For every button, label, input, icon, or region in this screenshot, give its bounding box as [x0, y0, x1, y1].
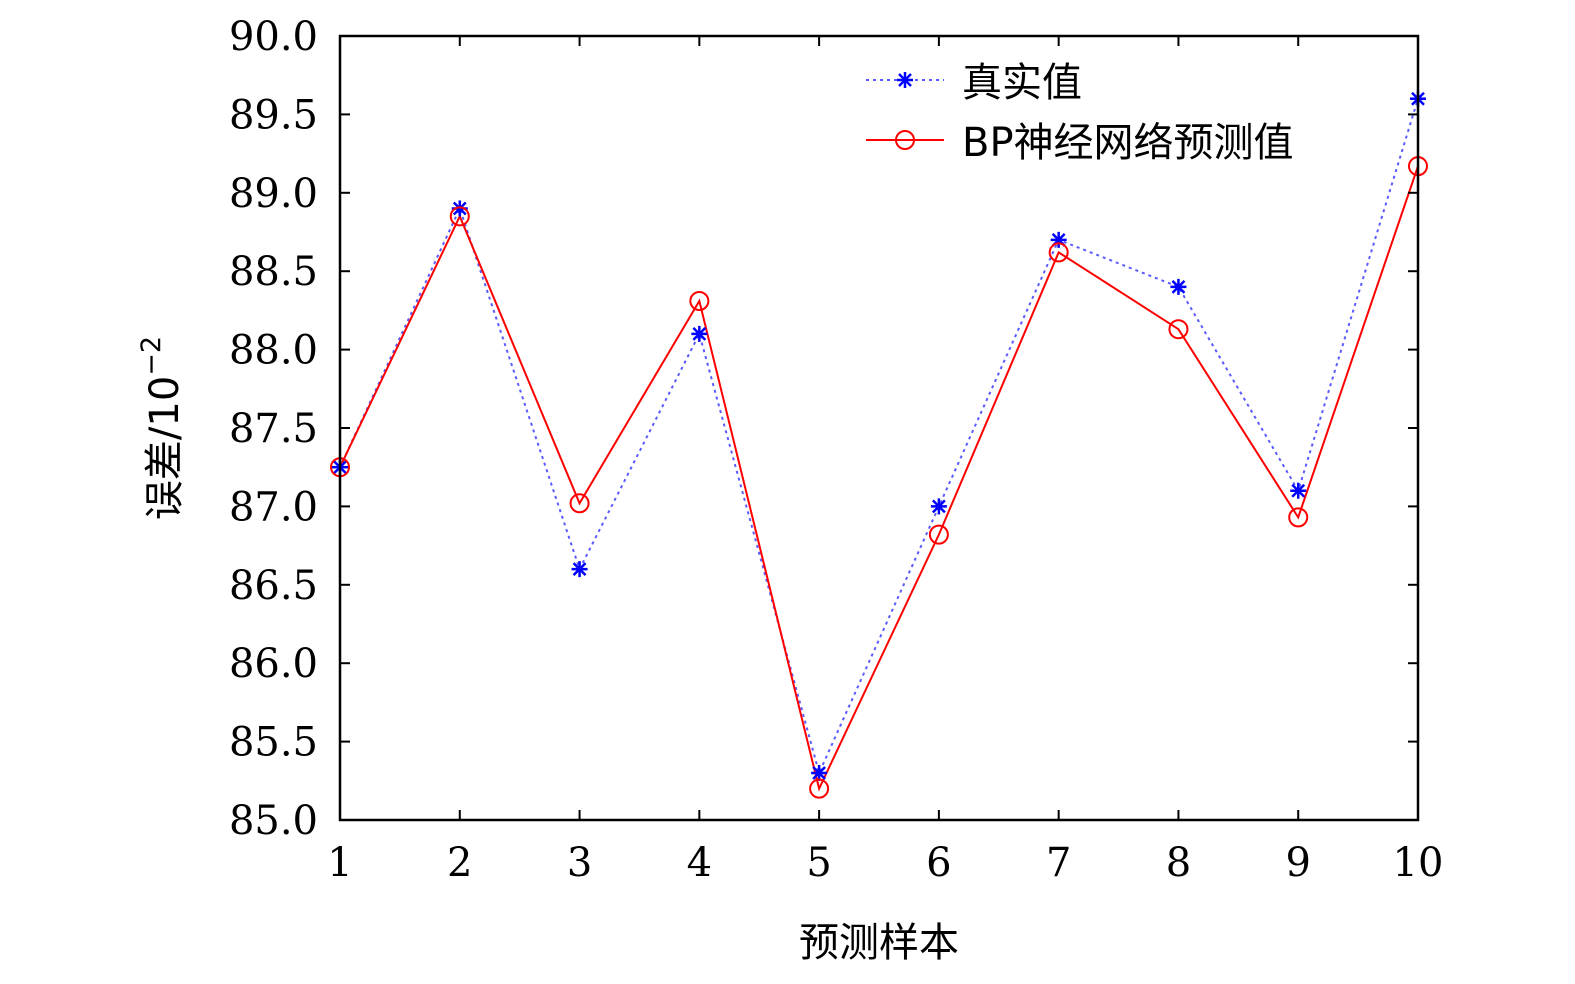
- y-tick-label-4: 87.0: [229, 484, 318, 530]
- y-tick-label-1: 85.5: [229, 720, 318, 766]
- series-0-point-8: [1290, 482, 1307, 499]
- series-1-point-8: [1288, 507, 1309, 528]
- x-tick-label-8: 9: [1285, 840, 1310, 886]
- legend-marker-bp: [895, 130, 915, 150]
- legend-label-bp: BP神经网络预测值: [962, 120, 1294, 166]
- y-tick-label-9: 89.5: [229, 92, 318, 138]
- y-tick-label-8: 89.0: [229, 171, 318, 217]
- series-1-point-5: [928, 524, 949, 545]
- series-1-point-6: [1048, 242, 1069, 263]
- y-tick-label-6: 88.0: [229, 328, 318, 374]
- legend-marker-true: [897, 72, 913, 88]
- x-tick-label-5: 6: [926, 840, 951, 886]
- y-tick-label-3: 86.5: [229, 563, 318, 609]
- series-1-point-3: [689, 290, 710, 311]
- series-1-point-7: [1168, 319, 1189, 340]
- legend: 真实值 BP神经网络预测值: [866, 60, 1294, 166]
- y-tick-label-0: 85.0: [229, 798, 318, 844]
- y-axis-label: 误差/10−2: [136, 336, 188, 520]
- series-0-point-7: [1170, 278, 1187, 295]
- series-0-point-4: [811, 764, 828, 781]
- legend-label-true: 真实值: [962, 60, 1082, 106]
- x-tick-label-7: 8: [1166, 840, 1191, 886]
- series-1-point-1: [449, 206, 470, 227]
- x-tick-label-3: 4: [687, 840, 712, 886]
- y-axis-label-text: 误差/10: [142, 376, 188, 520]
- series-line-0: [340, 98, 1418, 776]
- x-tick-label-6: 7: [1046, 840, 1071, 886]
- y-tick-label-2: 86.0: [229, 641, 318, 687]
- y-axis-label-exponent: −2: [136, 336, 167, 376]
- x-tick-label-2: 3: [567, 840, 592, 886]
- x-tick-label-0: 1: [327, 840, 352, 886]
- series-1-point-4: [809, 778, 830, 799]
- x-tick-label-9: 10: [1393, 840, 1444, 886]
- series-1-point-2: [569, 493, 590, 514]
- series-0-point-2: [571, 561, 588, 578]
- series-0-point-5: [930, 498, 947, 515]
- x-axis-label: 预测样本: [799, 920, 959, 966]
- y-tick-label-7: 88.5: [229, 249, 318, 295]
- series-0-point-3: [691, 325, 708, 342]
- x-tick-label-4: 5: [806, 840, 831, 886]
- series-line-1: [340, 165, 1418, 792]
- x-tick-label-1: 2: [447, 840, 472, 886]
- y-tick-label-5: 87.5: [229, 406, 318, 452]
- y-tick-label-10: 90.0: [229, 14, 318, 60]
